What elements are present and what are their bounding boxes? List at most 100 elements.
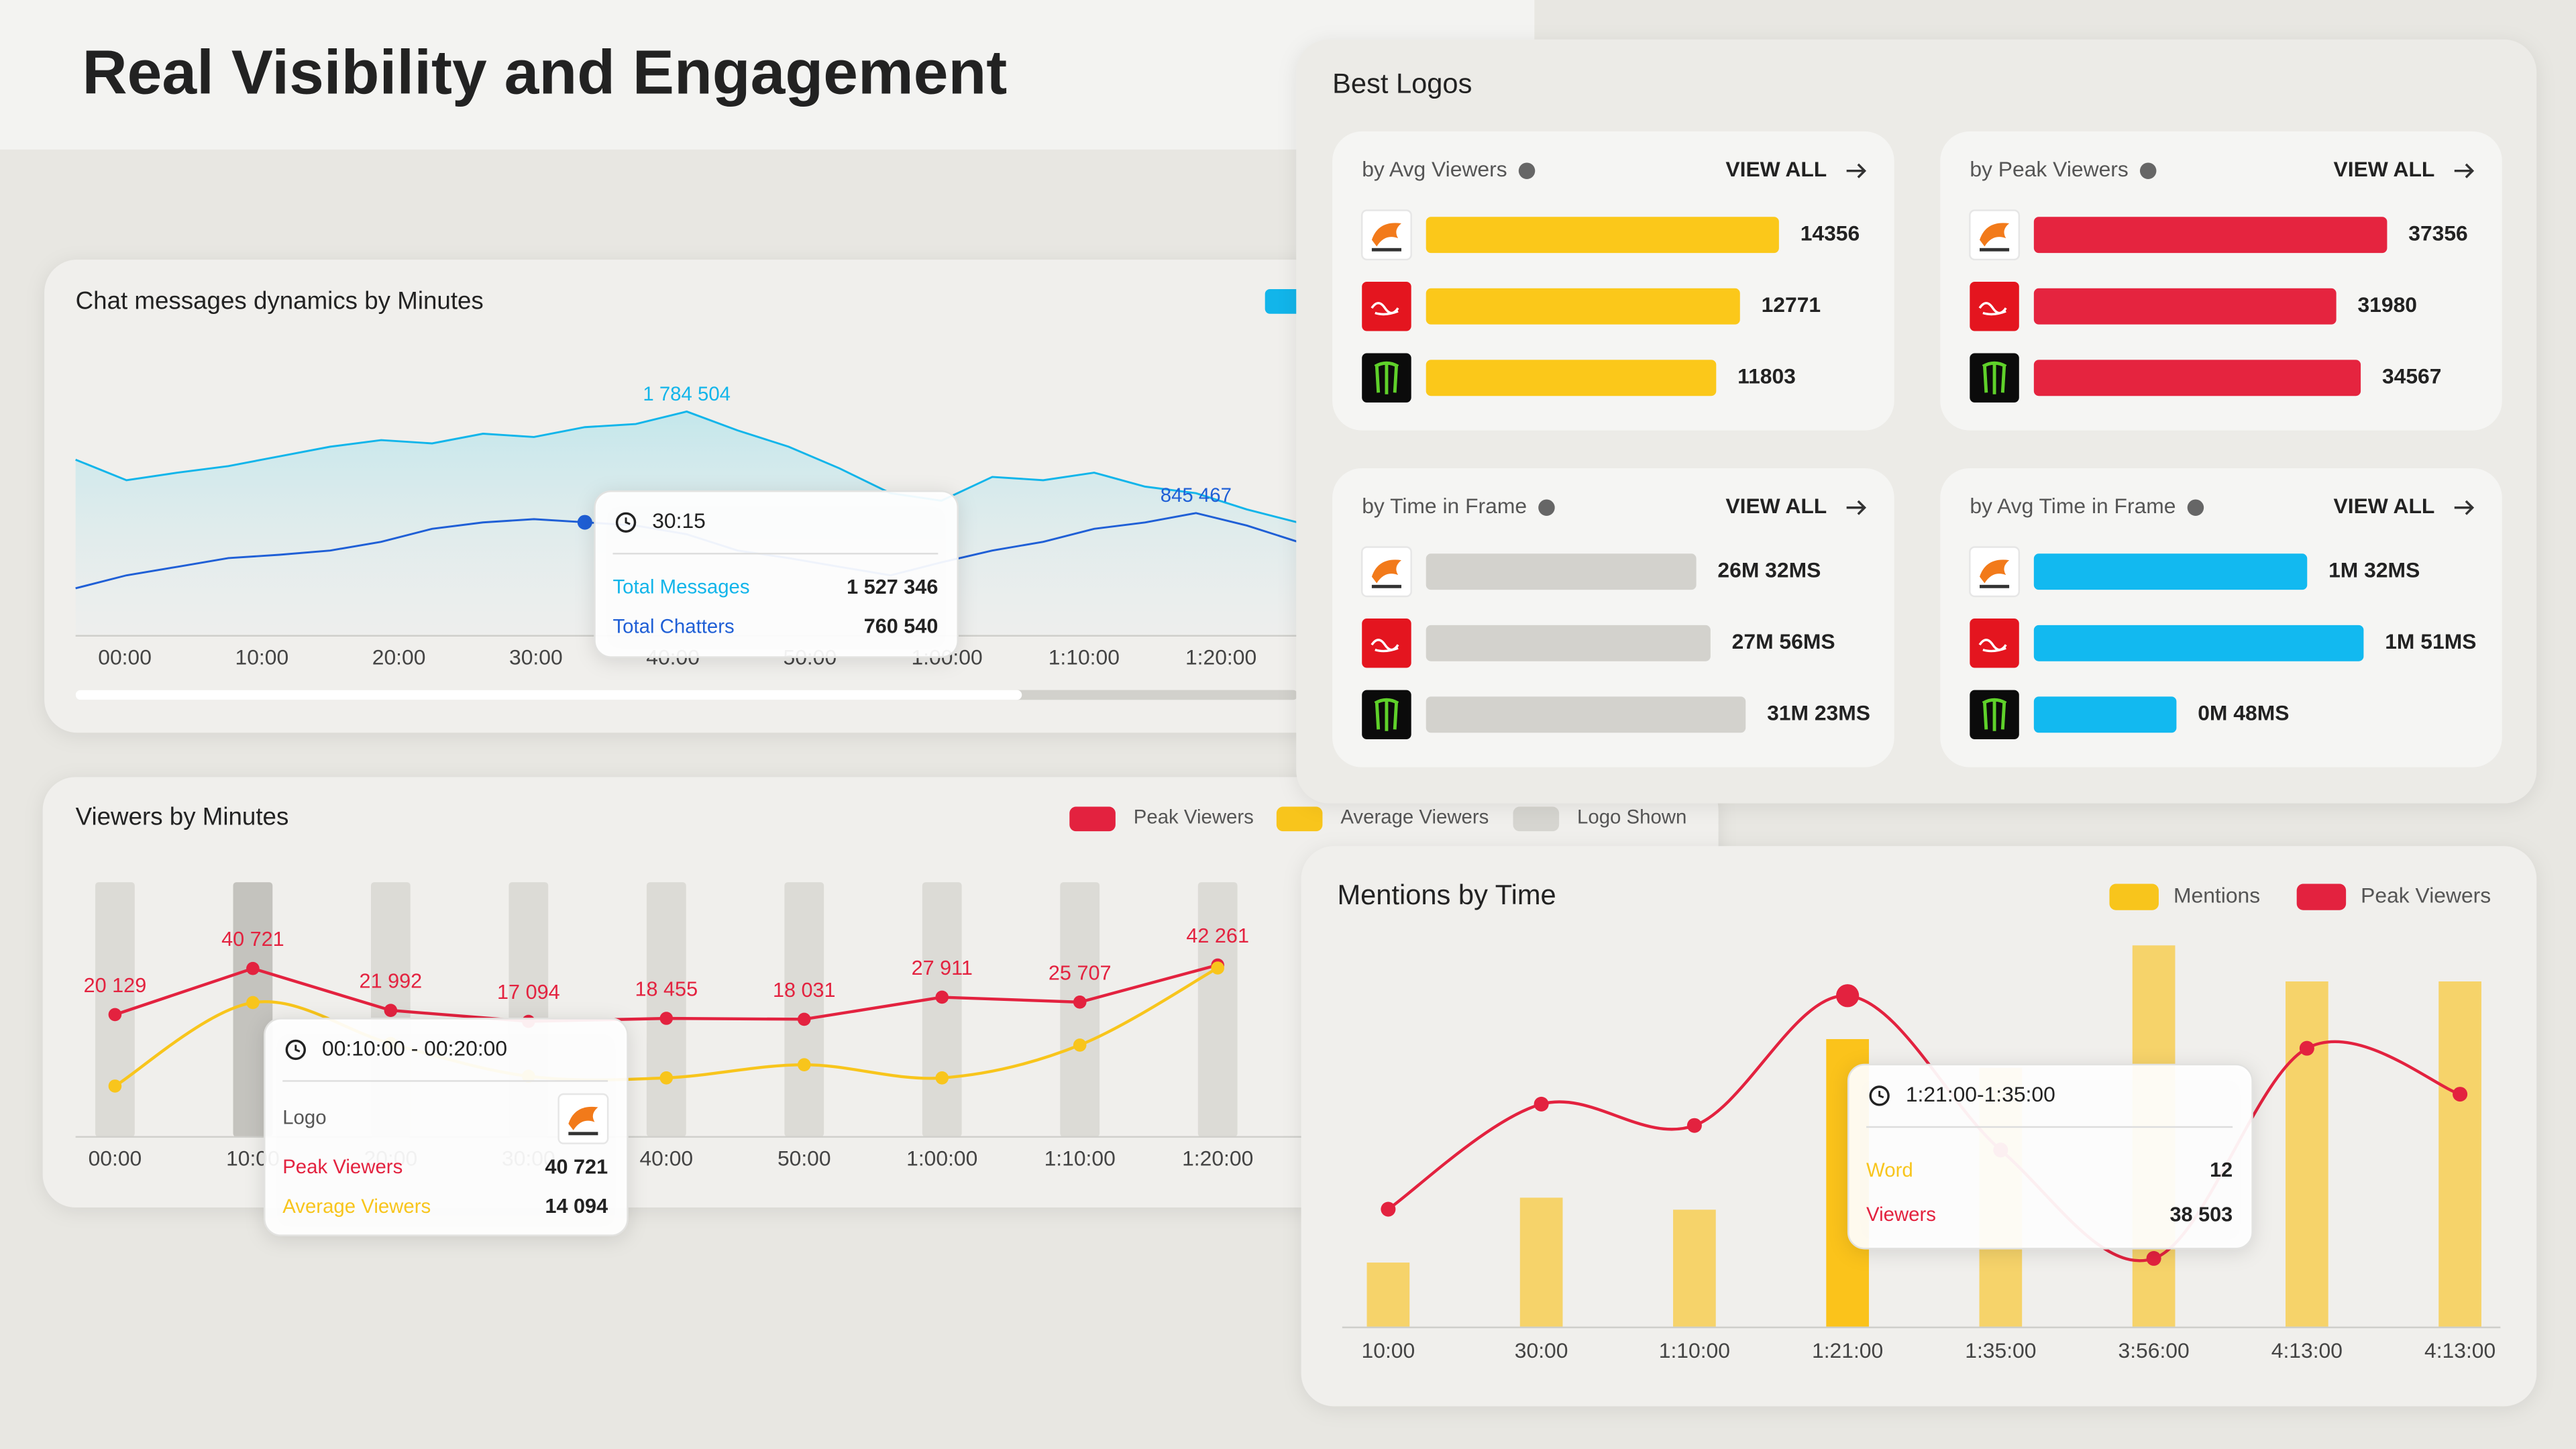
value-label: 17 094 [497,981,560,1004]
card [1940,131,2502,431]
card-title: by Avg Time in Frame [1970,494,2176,518]
x-tick-label: 1:10:00 [1659,1338,1730,1362]
tooltip-value: 40 721 [545,1155,608,1178]
x-tick-label: 00:00 [89,1146,142,1170]
legend-swatch [2296,883,2347,910]
bar [2033,217,2387,254]
value-label: 31M 23MS [1767,701,1870,725]
cougar-mark [568,1106,598,1130]
info-icon [2139,162,2157,179]
bar [2286,981,2328,1328]
x-tick-label: 00:00 [98,645,152,669]
arrow-icon [2454,163,2475,178]
bar [1426,360,1717,396]
legend-label: Peak Viewers [2361,883,2491,908]
x-tick-label: 1:20:00 [1185,645,1256,669]
series-dot [1073,996,1087,1009]
logo-shown-bar [922,882,962,1137]
cougar-mark [1371,223,1401,247]
bar [2033,553,2308,590]
value-label: 0M 48MS [2198,701,2289,725]
coca-cola-mark [1371,639,1399,653]
x-tick-label: 4:13:00 [2424,1338,2496,1362]
monster-mark [1982,361,2007,394]
tooltip-label: Viewers [1866,1203,1936,1226]
chart-title: Mentions by Time [1337,879,1556,910]
tooltip-label: Peak Viewers [282,1156,402,1178]
coca-cola-mark [1978,302,2007,316]
series-dot [797,1012,811,1026]
clock-hand [1878,1091,1884,1099]
legend-label: Average Viewers [1340,806,1489,828]
view-all[interactable]: VIEW ALL [2334,157,2435,181]
series-dot [935,1071,949,1085]
value-label: 12771 [1762,292,1821,317]
series-dot [2146,1250,2161,1266]
cougar-word [1980,584,2010,588]
series-line [75,410,1299,524]
series-dot [797,1058,811,1071]
bar [1366,1263,1410,1328]
coca-cola-logo [1970,282,2019,331]
hover-dot [577,515,592,530]
x-tick-label: 1:00:00 [906,1146,977,1170]
view-all[interactable]: VIEW ALL [1725,157,1827,181]
series-dot [1073,1038,1087,1052]
series-dot [246,961,260,975]
bar [1426,696,1746,733]
coca-cola-logo [1970,619,2019,668]
x-tick-label: 1:35:00 [1965,1338,2036,1362]
x-tick-label: 3:56:00 [2118,1338,2190,1362]
cougar-word [1371,248,1401,252]
bar [2033,625,2364,661]
card [1332,468,1894,767]
tooltip-label: Logo [282,1107,326,1129]
series-dot [935,990,949,1004]
annotation: 1 784 504 [643,383,731,405]
series-dot [2453,1087,2468,1102]
cougar-word [568,1132,598,1136]
arrow-icon [1846,500,1867,515]
x-tick-label: 40:00 [639,1146,693,1170]
tooltip-value: 1 527 346 [847,576,938,598]
cougar-word [1371,584,1401,588]
tooltip-time: 00:10:00 - 00:20:00 [322,1036,507,1060]
monster-mark [1374,361,1399,394]
series-dot [2299,1040,2314,1056]
value-label: 26M 32MS [1717,558,1821,582]
view-all[interactable]: VIEW ALL [2334,494,2435,518]
tooltip-value: 12 [2210,1159,2233,1181]
view-all[interactable]: VIEW ALL [1725,494,1827,518]
logo-shown-bar [784,882,824,1137]
best-logos: Best Logos by Avg Viewers VIEW ALL 14356 127… [1332,67,2502,767]
x-tick-label: 1:21:00 [1812,1338,1883,1362]
series-dot [1835,984,1860,1008]
x-tick-label: 20:00 [372,645,426,669]
cougar-mark [1980,559,2010,584]
scroll-thumb [75,690,1022,700]
legend-swatch [1069,806,1116,832]
chart-title: Chat messages dynamics by Minutes [76,286,484,314]
tooltip-label: Word [1866,1159,1913,1181]
x-tick-label: 30:00 [509,645,563,669]
card-title: by Peak Viewers [1970,157,2128,181]
annotation: 845 467 [1161,484,1232,506]
coca-cola-logo [1362,282,1411,331]
value-label: 20 129 [84,974,147,997]
arrow-icon [2454,500,2475,515]
x-tick-label: 30:00 [1515,1338,1568,1362]
series-dot [659,1012,674,1025]
monster-mark [1374,698,1399,731]
value-label: 27 911 [912,957,973,979]
coca-cola-logo [1362,619,1411,668]
chat-chart: Chat messages dynamics by Minutes 1 784 5… [75,286,1308,700]
clock-hand [625,517,631,525]
value-label: 14356 [1801,221,1860,246]
bar [2438,981,2481,1328]
bar [2033,288,2337,325]
x-tick-label: 1:20:00 [1182,1146,1253,1170]
bar [1426,288,1740,325]
value-label: 18 455 [635,977,698,1000]
page-title: Real Visibility and Engagement [82,38,1007,107]
